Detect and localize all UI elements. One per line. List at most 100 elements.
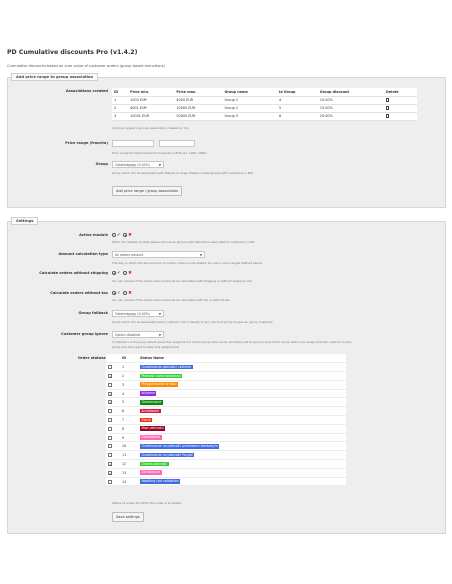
cell-discount: 20.00% — [317, 112, 385, 121]
ignore-help-1: If customer is in the group (default gro… — [112, 341, 352, 344]
fallback-select[interactable]: Ostatelagagy (0.00%) ▼ — [112, 310, 164, 317]
trash-icon[interactable] — [386, 97, 390, 102]
status-id: 1 — [120, 362, 138, 373]
cross-icon: ✖ — [128, 232, 132, 238]
status-id: 3 — [120, 380, 138, 390]
status-row: ✓ 5 Dostarczone — [106, 397, 346, 408]
status-name-cell: Anulowane — [138, 406, 346, 417]
trash-icon[interactable] — [386, 113, 390, 118]
active-yes-radio[interactable] — [112, 233, 116, 237]
status-checkbox[interactable]: ✓ — [108, 470, 113, 476]
status-checkbox[interactable]: ✓ — [108, 400, 113, 406]
price-range-help: Price range from/to(minimal to maximal) … — [112, 151, 207, 155]
cell-group-name: Group 3 — [222, 112, 277, 121]
chevron-down-icon: ▼ — [199, 253, 202, 257]
chevron-down-icon: ▼ — [158, 312, 161, 316]
status-id: 10 — [120, 441, 138, 452]
status-row: 3 Przygotowanie w toku — [106, 380, 346, 390]
save-settings-button[interactable]: Save settings — [112, 512, 144, 522]
status-checkbox[interactable] — [108, 426, 112, 431]
status-checkbox[interactable] — [108, 444, 112, 449]
status-row: 9 Zamówione — [106, 433, 346, 443]
status-id: 12 — [120, 459, 138, 469]
status-id: 2 — [120, 371, 138, 381]
order-statuses-label: Order statuses — [77, 356, 108, 360]
status-row: ✓ 2 Płatność zaakceptowana — [106, 371, 346, 381]
active-no-radio[interactable] — [123, 233, 128, 237]
cell-discount: 15.00% — [317, 104, 385, 113]
status-checkbox-cell: ✓ — [106, 397, 120, 408]
status-name-cell: Zamówione — [138, 433, 346, 443]
status-checkbox[interactable] — [108, 417, 112, 422]
status-name-cell: Oczekiwanie płatności czekiem — [138, 362, 346, 373]
cell-id: 3 — [112, 112, 129, 121]
shipping-yes-radio[interactable] — [112, 271, 116, 275]
status-checkbox[interactable]: ✓ — [108, 391, 113, 397]
check-icon: ✔ — [117, 290, 121, 296]
shipping-no-radio[interactable] — [123, 271, 128, 275]
status-id: 14 — [120, 477, 138, 487]
trash-icon[interactable] — [386, 105, 390, 110]
shipping-label: Calculate orders without shipping — [39, 271, 108, 275]
status-checkbox-cell — [106, 433, 120, 443]
associations-help: All price ranges to groups association c… — [112, 126, 189, 130]
status-checkbox-cell — [106, 450, 120, 461]
status-name-badge: Zamówione — [140, 435, 162, 440]
price-to-input[interactable] — [159, 140, 195, 147]
fallback-value: Ostatelagagy (0.00%) — [115, 312, 150, 316]
ignore-value: Option disabled — [115, 333, 141, 337]
cell-id-group: 5 — [276, 104, 318, 113]
fallback-help: Group which will be associated when cust… — [112, 320, 273, 324]
fallback-label: Group fallback — [78, 311, 108, 315]
amount-type-select[interactable]: All orders amount ▼ — [112, 251, 205, 258]
status-name-cell: Oczekiwanie na płatność przelewem bankow… — [138, 441, 346, 452]
amount-type-label: Amount calculation type — [58, 252, 108, 256]
shipping-radios: ✔ ✖ — [112, 270, 133, 276]
status-checkbox-cell: ✓ — [106, 468, 120, 478]
status-id: 5 — [120, 397, 138, 408]
col-price-max: Price max. — [174, 88, 223, 97]
shipping-help: You can choose if the orders amount shou… — [112, 279, 253, 283]
active-module-label: Active module — [79, 233, 108, 237]
chevron-down-icon: ▼ — [158, 163, 161, 167]
add-association-button[interactable]: Add price range / group association — [112, 186, 183, 196]
status-checkbox[interactable] — [108, 479, 112, 484]
statuses-help: Status of orders for which the order is … — [112, 501, 182, 505]
status-id: 8 — [120, 424, 138, 434]
group-select[interactable]: Ostatelagagy (0.00%) ▼ — [112, 161, 164, 168]
status-name-cell: Dostarczone — [138, 397, 346, 408]
delete-cell — [384, 112, 417, 121]
cell-id: 2 — [112, 104, 129, 113]
status-checkbox[interactable] — [108, 365, 112, 370]
cell-price-max: 10000 EUR — [174, 104, 223, 113]
price-from-input[interactable] — [112, 140, 154, 147]
delete-cell — [384, 96, 417, 105]
page-subtitle: Cumulative discounts based on sum value … — [7, 64, 165, 68]
ignore-select[interactable]: Option disabled ▼ — [112, 331, 164, 338]
status-name-badge: Zwrot — [140, 417, 153, 423]
status-name-badge: Zdalna płatność — [140, 461, 169, 467]
status-row: ✓ 12 Zdalna płatność — [106, 459, 346, 469]
status-header-row: ID Status Name — [106, 354, 346, 364]
status-name-badge: Dostarczone — [140, 400, 163, 405]
status-checkbox[interactable] — [108, 435, 112, 440]
group-label: Group — [95, 162, 108, 166]
status-checkbox[interactable] — [108, 409, 112, 414]
panel-legend: Settings — [11, 217, 39, 225]
status-name-cell: Płatność zaakceptowana — [138, 371, 346, 381]
status-checkbox[interactable] — [108, 453, 112, 458]
status-name-badge: Zamówione — [140, 470, 162, 476]
status-name-cell: Oczekiwanie na płatność Paypal — [138, 450, 346, 461]
status-row: 11 Oczekiwanie na płatność Paypal — [106, 450, 346, 461]
status-name-cell: Awaiting cod validation — [138, 477, 346, 487]
tax-no-radio[interactable] — [123, 291, 128, 295]
active-module-radios: ✔ ✖ — [112, 232, 133, 238]
status-id: 6 — [120, 406, 138, 417]
status-checkbox[interactable] — [108, 382, 112, 387]
status-checkbox[interactable]: ✓ — [108, 373, 113, 379]
status-checkbox[interactable]: ✓ — [108, 461, 113, 467]
tax-yes-radio[interactable] — [112, 291, 116, 295]
cell-price-max: 4000 EUR — [174, 96, 223, 105]
col-group-name: Group name — [222, 88, 277, 97]
